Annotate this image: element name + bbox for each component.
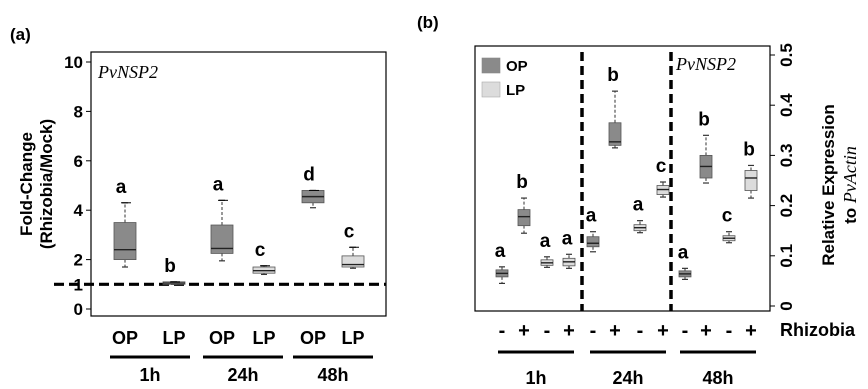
panel-b-y-axis-title-line1: Relative Expression bbox=[819, 104, 838, 266]
panel-a-time-group-label: 48h bbox=[317, 365, 348, 385]
panel-a-significance-letter: b bbox=[164, 256, 176, 277]
legend-label-lp: LP bbox=[506, 82, 525, 99]
legend-label-op: OP bbox=[506, 58, 528, 75]
panel-b-y-tick-label: 0.2 bbox=[777, 194, 796, 218]
panel-b-treatment-sign: - bbox=[499, 320, 506, 342]
panel-b-treatment-sign: + bbox=[609, 320, 621, 342]
panel-b-box-5-box bbox=[586, 236, 600, 248]
panel-a-x-category-label: LP bbox=[162, 328, 185, 348]
panel-a-y-tick-label: 4 bbox=[74, 201, 84, 220]
panel-a-marks: 01246810aOPbLPaOPcLPdOPcLP1h24h48h bbox=[54, 53, 386, 385]
panel-a-box-6-box bbox=[341, 255, 365, 268]
panel-b-significance-letter: a bbox=[495, 241, 506, 262]
panel-b-significance-letter: c bbox=[722, 206, 733, 227]
panel-a-box-3-box bbox=[210, 224, 234, 254]
panel-b-significance-letter: a bbox=[633, 195, 644, 216]
panel-b-treatment-sign: + bbox=[700, 320, 712, 342]
panel-b-treatment-sign: - bbox=[726, 320, 733, 342]
panel-a-x-category-label: OP bbox=[300, 328, 326, 348]
panel-b-box-2-box bbox=[517, 209, 531, 227]
panel-b-treatment-sign: + bbox=[657, 320, 669, 342]
panel-b-treatment-sign: - bbox=[590, 320, 597, 342]
panel-b-treatment-sign: + bbox=[563, 320, 575, 342]
legend-swatch-op bbox=[481, 57, 501, 74]
panel-b-gene-title: PvNSP2 bbox=[675, 54, 736, 74]
panel-b-y-axis-title: Relative Expression to PvActin bbox=[819, 104, 860, 266]
panel-b-plot-frame bbox=[474, 45, 771, 312]
panel-a-significance-letter: c bbox=[344, 221, 355, 242]
panel-b-y-tick-label: 0.4 bbox=[777, 93, 796, 117]
panel-b-box-12-box bbox=[744, 170, 758, 191]
panel-b-time-group-label: 24h bbox=[612, 368, 643, 388]
panel-b-significance-letter: a bbox=[678, 242, 689, 263]
panel-a-y-axis-title: Fold-Change (Rhizobia/Mock) bbox=[17, 119, 56, 249]
panel-b-time-group-label: 1h bbox=[525, 368, 546, 388]
panel-a-y-tick-label: 0 bbox=[74, 300, 83, 319]
panel-b-y-tick-label: 0.1 bbox=[777, 244, 796, 268]
panel-a-y-axis-title-line1: Fold-Change bbox=[17, 132, 36, 236]
panel-b-time-group-label: 48h bbox=[702, 368, 733, 388]
panel-a-plot-frame bbox=[90, 51, 387, 317]
panel-b-treatment-sign: - bbox=[682, 320, 689, 342]
panel-b-treatment-sign: - bbox=[544, 320, 551, 342]
panel-b-label: (b) bbox=[417, 13, 439, 32]
panel-b-x-axis-title: Rhizobia bbox=[780, 320, 856, 340]
legend-swatch-lp bbox=[481, 81, 501, 98]
panel-a-box-1-box bbox=[113, 222, 137, 261]
panel-a-x-category-label: LP bbox=[341, 328, 364, 348]
panel-a-time-group-label: 1h bbox=[139, 365, 160, 385]
panel-a-x-category-label: OP bbox=[112, 328, 138, 348]
panel-b-significance-letter: a bbox=[540, 231, 551, 252]
panel-b-y-tick-label: 0.5 bbox=[777, 43, 796, 67]
panel-b-y-tick-label: 0.3 bbox=[777, 144, 796, 168]
panel-a-label: (a) bbox=[10, 25, 31, 44]
panel-b-significance-letter: b bbox=[743, 139, 755, 160]
panel-b-significance-letter: b bbox=[516, 172, 528, 193]
panel-a-y-tick-label: 8 bbox=[74, 102, 83, 121]
panel-b-box-6-box bbox=[608, 122, 622, 146]
panel-a-time-group-label: 24h bbox=[227, 365, 258, 385]
panel-b-treatment-sign: + bbox=[518, 320, 530, 342]
panel-a-significance-letter: c bbox=[255, 240, 266, 261]
panel-a-significance-letter: a bbox=[116, 177, 127, 198]
panel-b-y-axis-title-line2: to PvActin bbox=[840, 146, 860, 224]
panel-b-significance-letter: a bbox=[562, 228, 573, 249]
panel-a-x-category-label: OP bbox=[209, 328, 235, 348]
panel-b-treatment-sign: + bbox=[745, 320, 757, 342]
panel-b-y-tick-label: 0 bbox=[777, 301, 796, 310]
panel-a-significance-letter: a bbox=[213, 174, 224, 195]
panel-a-y-tick-label: 10 bbox=[64, 53, 83, 72]
panel-b-treatment-sign: - bbox=[637, 320, 644, 342]
panel-b-significance-letter: c bbox=[656, 156, 667, 177]
panel-a-significance-letter: d bbox=[303, 164, 315, 185]
panel-b-significance-letter: a bbox=[586, 206, 597, 227]
panel-b-significance-letter: b bbox=[607, 65, 619, 86]
panel-a-gene-title: PvNSP2 bbox=[97, 62, 158, 82]
panel-a-y-tick-label: 6 bbox=[74, 152, 83, 171]
panel-a-x-category-label: LP bbox=[252, 328, 275, 348]
panel-b-y-axis-title-actin: PvActin bbox=[840, 146, 860, 204]
panel-b-y-axis-title-to: to bbox=[841, 203, 860, 224]
panel-a-y-tick-label: 2 bbox=[74, 251, 83, 270]
panel-b-significance-letter: b bbox=[698, 109, 710, 130]
panel-b-legend: OP LP bbox=[481, 57, 528, 99]
panel-a-y-axis-title-line2: (Rhizobia/Mock) bbox=[37, 119, 56, 249]
